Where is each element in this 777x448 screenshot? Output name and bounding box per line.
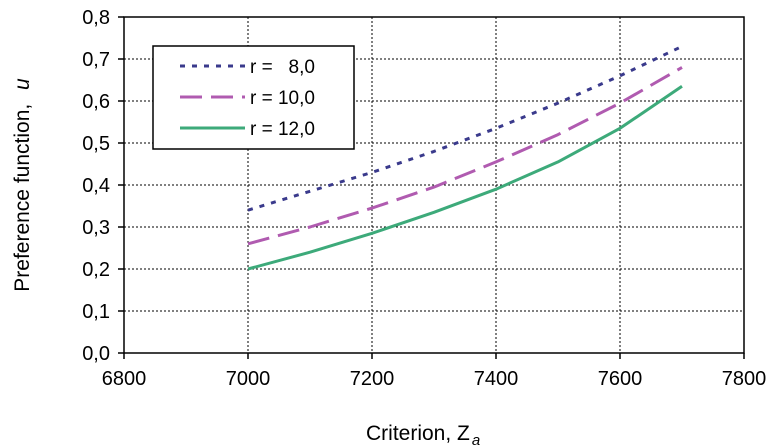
- axes: 6800 7000 7200 7400 7600 7800 0,0 0,1 0,2 0,3 0,4 0…: [82, 7, 766, 390]
- x-axis-label-subscript: a: [472, 432, 480, 448]
- x-tick-label: 6800: [102, 368, 147, 390]
- legend-label-2: r = 10,0: [250, 88, 315, 109]
- x-axis-label-text: Criterion, Z: [366, 422, 470, 445]
- series-line-1: [247, 45, 683, 212]
- y-tick-label: 0,5: [82, 133, 110, 155]
- series-line-3: [247, 85, 683, 271]
- legend: r = 8,0 r = 10,0 r = 12,0: [152, 45, 355, 150]
- x-tick-label: 7000: [226, 368, 271, 390]
- y-axis-label: Preference function, u: [11, 78, 34, 292]
- legend-label-1: r = 8,0: [250, 57, 315, 78]
- y-tick-label: 0,1: [82, 301, 110, 323]
- y-tick-label: 0,4: [82, 175, 110, 197]
- y-tick-label: 0,3: [82, 217, 110, 239]
- x-tick-label: 7800: [722, 368, 767, 390]
- y-axis-label-symbol: u: [11, 78, 34, 90]
- series-group: [247, 45, 683, 271]
- x-tick-label: 7200: [350, 368, 395, 390]
- x-tick-label: 7400: [474, 368, 519, 390]
- y-tick-label: 0,6: [82, 91, 110, 113]
- x-tick-label: 7600: [598, 368, 643, 390]
- y-tick-label: 0,0: [82, 343, 110, 365]
- y-axis-label-text: Preference function,: [11, 104, 34, 292]
- y-tick-label: 0,8: [82, 7, 110, 29]
- y-tick-label: 0,7: [82, 49, 110, 71]
- y-tick-label: 0,2: [82, 259, 110, 281]
- series-line-2: [247, 66, 683, 246]
- legend-label-3: r = 12,0: [250, 119, 315, 140]
